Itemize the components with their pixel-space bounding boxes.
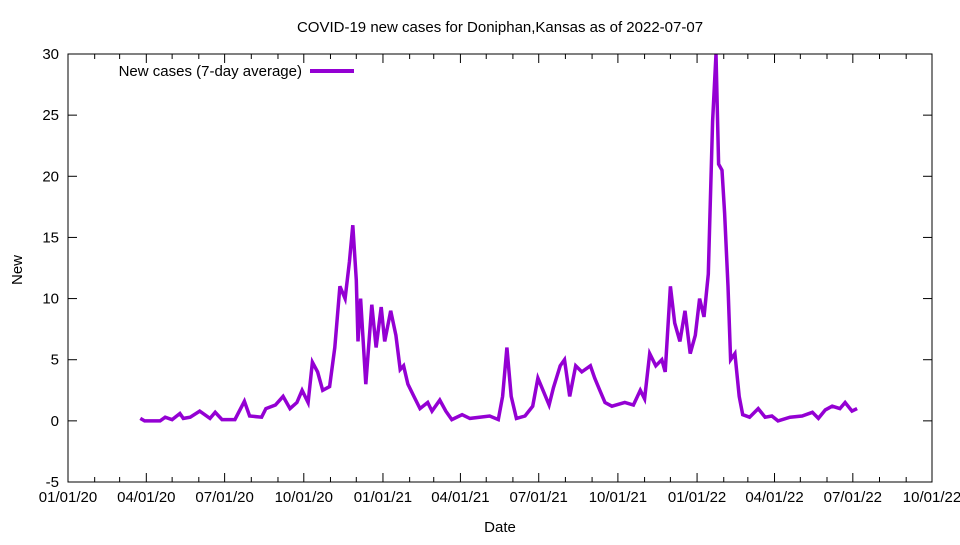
x-tick-label: 04/01/21	[431, 489, 489, 506]
x-tick-label: 07/01/21	[510, 489, 568, 506]
y-tick-label: 10	[42, 291, 59, 308]
x-tick-label: 10/01/21	[589, 489, 647, 506]
y-tick-label: -5	[46, 474, 59, 491]
y-tick-label: 0	[51, 413, 59, 430]
x-tick-label: 07/01/20	[195, 489, 253, 506]
legend: New cases (7-day average)	[119, 63, 354, 80]
x-tick-label: 10/01/20	[275, 489, 333, 506]
y-tick-label: 15	[42, 229, 59, 246]
chart-title: COVID-19 new cases for Doniphan,Kansas a…	[297, 19, 703, 36]
y-tick-label: 5	[51, 352, 59, 369]
y-tick-label: 25	[42, 107, 59, 124]
x-tick-label: 01/01/20	[39, 489, 97, 506]
axis-ticks: -5 0 5 10 15 20 25 30 01/01/20 04/01/20 07/01/20 10…	[39, 46, 960, 506]
y-tick-label: 30	[42, 46, 59, 63]
series-line	[139, 53, 858, 423]
x-tick-label: 10/01/22	[903, 489, 960, 506]
y-axis-label: New	[9, 255, 26, 285]
plot-frame	[67, 53, 933, 483]
x-tick-label: 07/01/22	[824, 489, 882, 506]
x-tick-label: 01/01/22	[668, 489, 726, 506]
x-tick-label: 04/01/22	[745, 489, 803, 506]
x-tick-label: 04/01/20	[117, 489, 175, 506]
y-tick-label: 20	[42, 168, 59, 185]
x-tick-label: 01/01/21	[354, 489, 412, 506]
legend-label: New cases (7-day average)	[119, 63, 302, 80]
x-axis-label: Date	[484, 519, 516, 536]
plot-lines	[139, 53, 858, 423]
